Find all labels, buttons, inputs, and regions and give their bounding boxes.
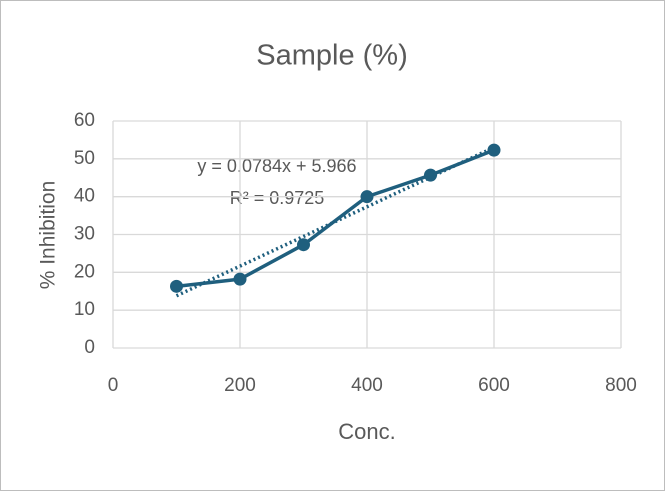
data-point: [424, 168, 437, 182]
data-point: [297, 238, 310, 252]
trendline-equation: y = 0.0784x + 5.966: [197, 156, 356, 176]
chart-title: Sample (%): [256, 40, 408, 72]
y-tick-label: 60: [74, 110, 95, 131]
y-axis-label: % Inhibition: [37, 181, 60, 290]
x-tick-label: 0: [108, 375, 119, 396]
x-tick-label: 600: [478, 375, 510, 396]
data-line: [176, 148, 495, 289]
data-point: [170, 279, 183, 293]
trendline-r2: R² = 0.9725: [230, 188, 325, 208]
x-tick-label: 200: [224, 375, 256, 396]
y-tick-label: 40: [74, 186, 95, 207]
y-tick-label: 50: [74, 148, 95, 169]
data-point: [233, 272, 247, 286]
y-tick-label: 10: [74, 299, 95, 320]
x-tick-label: 400: [351, 375, 383, 396]
y-tick-label: 30: [74, 224, 95, 245]
y-tick-label: 20: [74, 261, 95, 282]
data-point: [487, 143, 501, 157]
y-tick-label: 0: [84, 337, 95, 358]
x-axis-label: Conc.: [338, 419, 395, 444]
data-point: [360, 190, 374, 204]
x-tick-label: 800: [605, 375, 637, 396]
